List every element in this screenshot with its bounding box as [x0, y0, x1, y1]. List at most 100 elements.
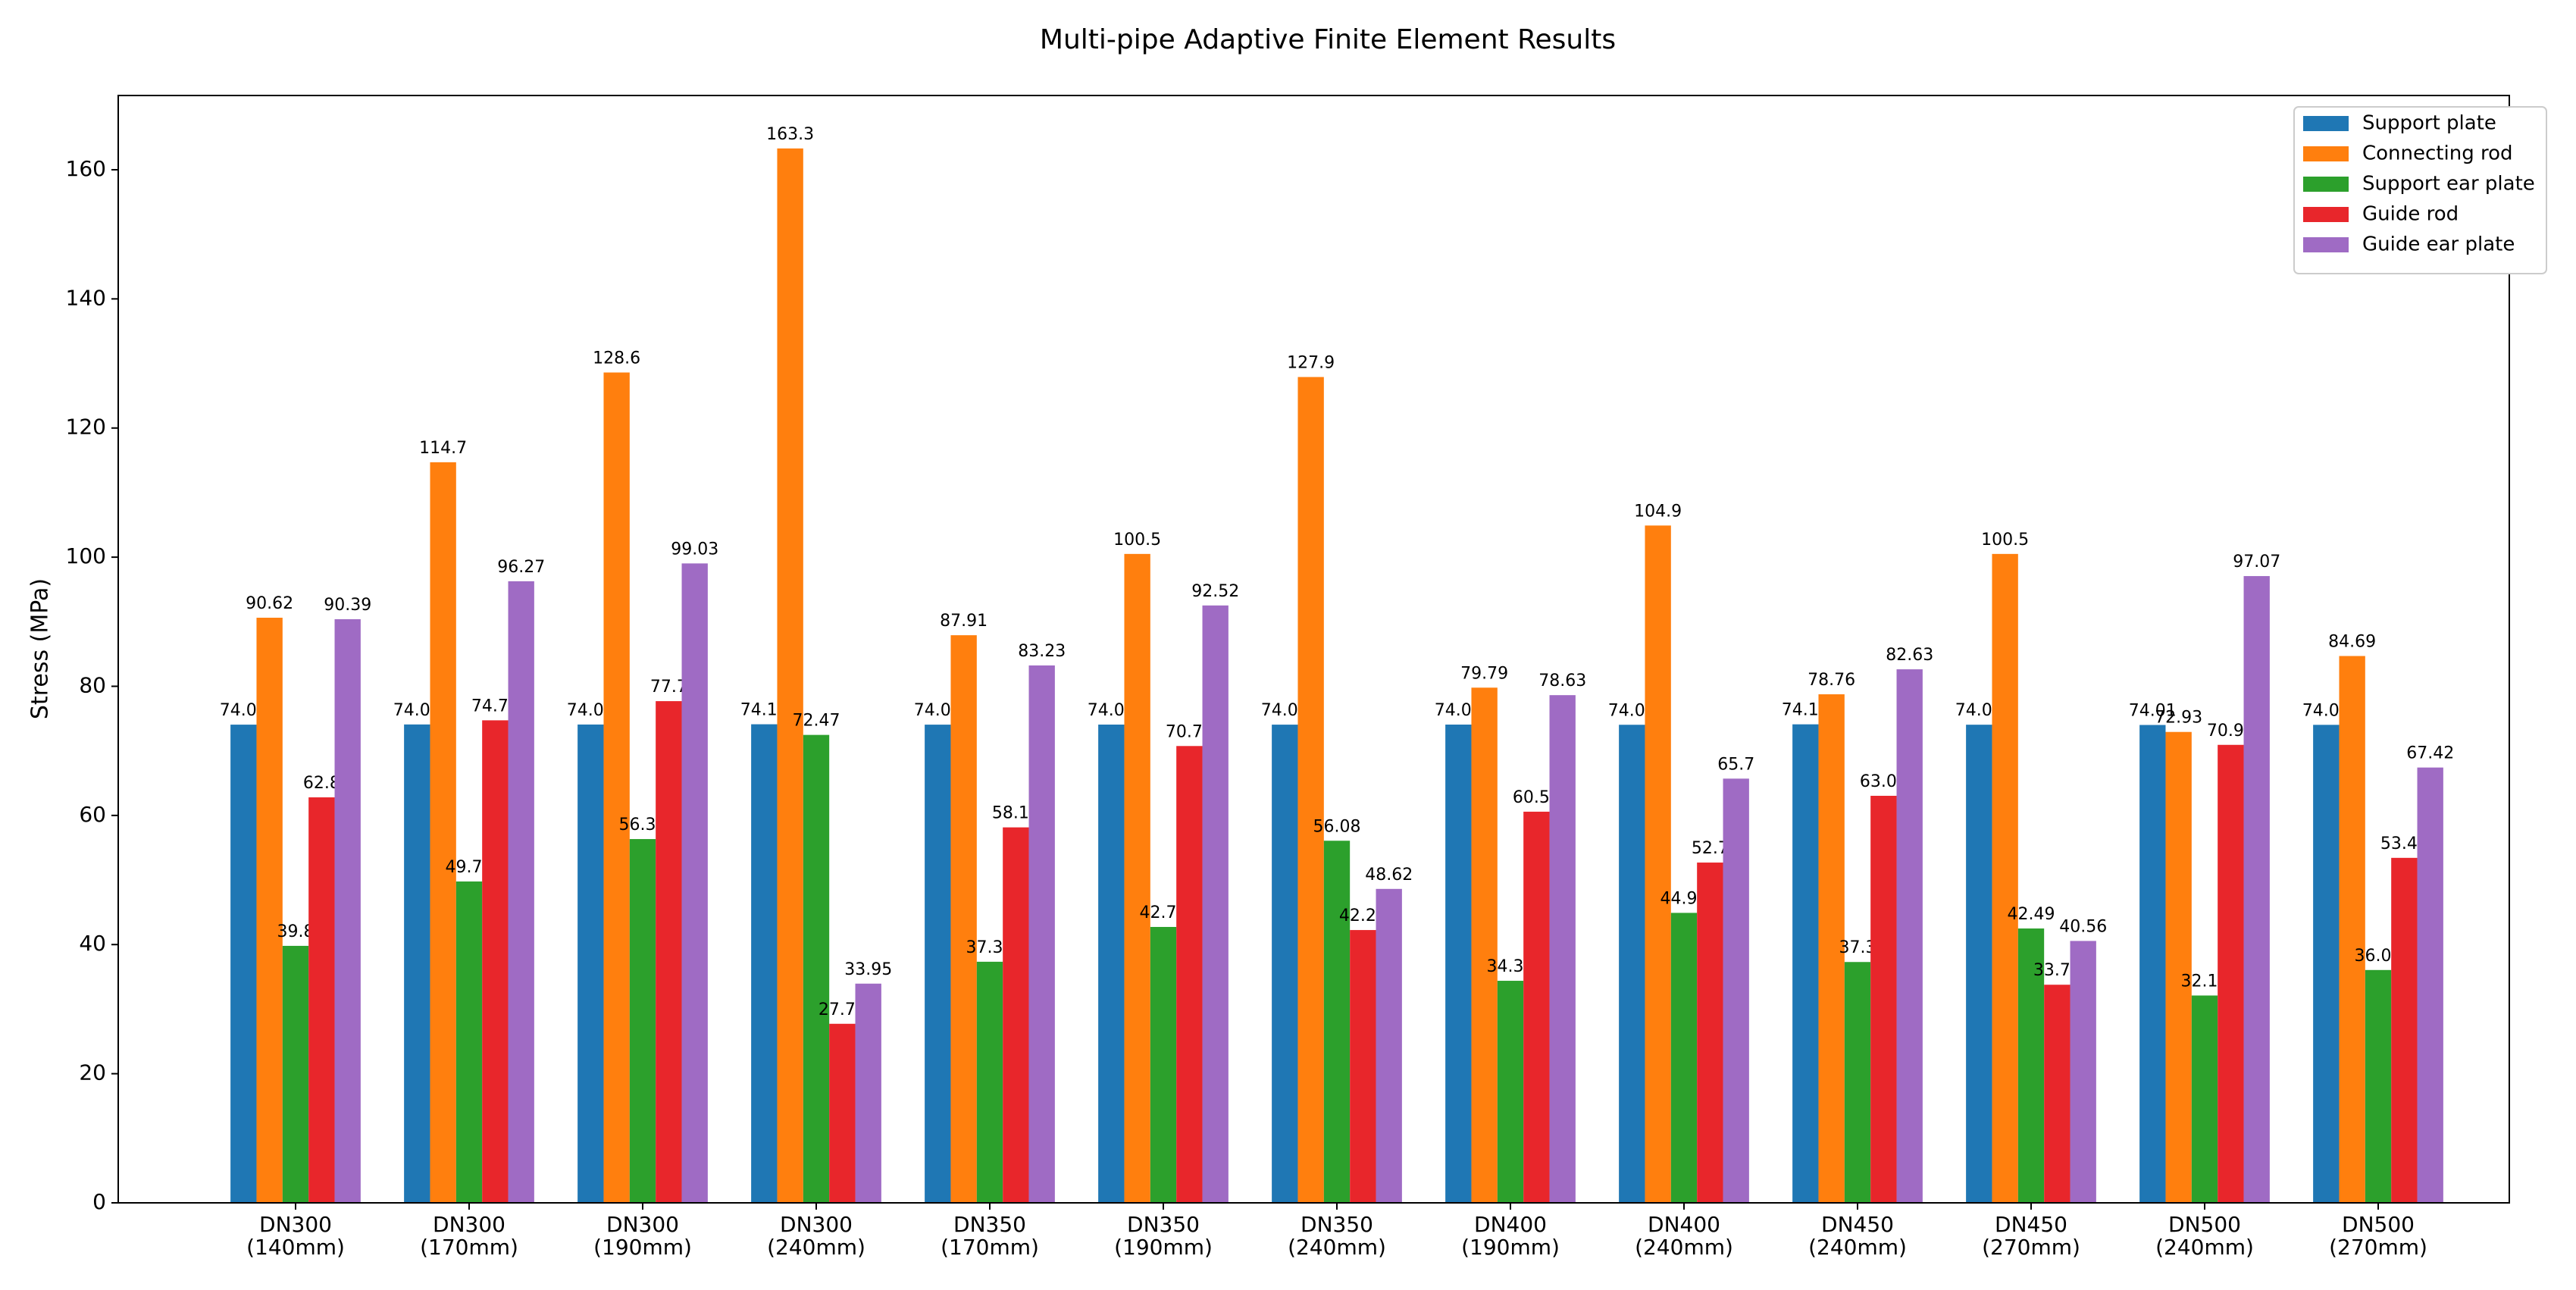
legend-swatch — [2303, 146, 2349, 161]
data-label: 84.69 — [2328, 633, 2376, 652]
data-label: 52.7 — [1692, 839, 1729, 858]
data-label: 78.76 — [1808, 671, 1855, 690]
chart-title: Multi-pipe Adaptive Finite Element Resul… — [1040, 24, 1616, 55]
data-label: 163.3 — [766, 125, 814, 144]
bar — [1619, 725, 1645, 1203]
bar — [308, 797, 335, 1203]
data-label: 67.42 — [2406, 744, 2454, 763]
data-label: 100.5 — [1981, 531, 2029, 550]
bar — [430, 462, 456, 1203]
bar — [1870, 795, 1897, 1203]
bar — [1124, 553, 1150, 1203]
bar — [1523, 811, 1550, 1203]
data-label: 42.49 — [2008, 905, 2055, 924]
bar — [925, 725, 951, 1203]
data-label: 65.7 — [1717, 755, 1754, 774]
bar — [577, 724, 604, 1203]
bar — [976, 961, 1003, 1203]
legend-swatch — [2303, 207, 2349, 222]
bar — [1150, 926, 1177, 1203]
legend-box — [2293, 106, 2547, 274]
bar — [1992, 553, 2018, 1203]
data-label: 114.7 — [419, 439, 467, 458]
data-label: 79.79 — [1460, 664, 1508, 683]
bar — [1966, 725, 1992, 1203]
x-tick-label: DN450 (240mm) — [1808, 1212, 1907, 1260]
data-label: 83.23 — [1018, 642, 1066, 661]
data-label: 62.8 — [303, 774, 340, 793]
bar — [2070, 941, 2096, 1203]
bar — [629, 839, 656, 1203]
bar — [829, 1023, 856, 1203]
y-tick-label: 140 — [66, 285, 106, 310]
bar — [1445, 725, 1472, 1203]
data-label: 92.52 — [1191, 582, 1239, 601]
data-label: 96.27 — [497, 558, 545, 577]
bar — [2365, 969, 2392, 1203]
bar — [1549, 695, 1576, 1203]
plot-frame — [117, 95, 2510, 1204]
bar — [455, 881, 483, 1203]
bar — [1003, 827, 1029, 1203]
data-label: 90.62 — [246, 594, 293, 613]
data-label: 40.56 — [2059, 917, 2107, 936]
data-label: 90.39 — [324, 596, 371, 615]
x-tick-label: DN450 (270mm) — [1982, 1212, 2080, 1260]
bar — [2417, 767, 2443, 1203]
bar — [1792, 724, 1819, 1203]
x-tick-label: DN300 (240mm) — [767, 1212, 865, 1260]
bar — [681, 563, 708, 1203]
y-tick-label: 20 — [79, 1060, 106, 1085]
data-label: 72.47 — [793, 712, 840, 731]
y-tick-label: 100 — [66, 543, 106, 568]
data-label: 128.6 — [593, 349, 640, 368]
x-tick-label: DN400 (240mm) — [1635, 1212, 1733, 1260]
bar — [751, 724, 778, 1203]
bar — [1376, 888, 1402, 1203]
y-tick-label: 40 — [79, 931, 106, 956]
bar — [2044, 985, 2071, 1203]
bar — [656, 701, 682, 1203]
bar — [1844, 962, 1871, 1203]
bar — [855, 983, 881, 1203]
bar — [950, 635, 977, 1203]
data-label: 56.08 — [1313, 817, 1361, 836]
bar — [1297, 377, 1324, 1203]
bar — [1497, 981, 1524, 1203]
data-label: 33.95 — [844, 960, 892, 979]
data-label: 82.63 — [1886, 646, 1933, 665]
bar — [1896, 669, 1923, 1203]
bar — [1723, 778, 1749, 1203]
y-tick-label: 60 — [79, 802, 106, 827]
bar — [2391, 857, 2418, 1203]
data-label: 48.62 — [1365, 866, 1413, 885]
data-label: 78.63 — [1538, 672, 1586, 690]
y-tick-label: 160 — [66, 156, 106, 181]
legend-label: Connecting rod — [2362, 142, 2513, 165]
data-label: 104.9 — [1634, 502, 1682, 521]
bar — [1818, 694, 1845, 1203]
bar — [230, 725, 257, 1203]
bar — [1272, 725, 1298, 1203]
x-tick-label: DN500 (240mm) — [2155, 1212, 2254, 1260]
bar — [1350, 930, 1376, 1203]
bar — [1028, 665, 1055, 1203]
data-label: 87.91 — [940, 612, 988, 631]
legend-swatch — [2303, 116, 2349, 131]
x-tick-label: DN300 (170mm) — [420, 1212, 518, 1260]
bar — [2191, 995, 2218, 1203]
bar — [482, 720, 509, 1203]
x-tick-label: DN300 (140mm) — [246, 1212, 345, 1260]
bar — [1176, 746, 1203, 1203]
legend-label: Guide ear plate — [2362, 233, 2515, 256]
x-tick-label: DN300 (190mm) — [593, 1212, 692, 1260]
bar — [334, 618, 361, 1203]
legend-swatch — [2303, 237, 2349, 252]
legend-label: Support plate — [2362, 112, 2496, 135]
data-label: 99.03 — [671, 540, 718, 559]
bar — [1697, 863, 1723, 1203]
data-label: 37.3 — [1839, 938, 1876, 957]
bar — [2243, 576, 2270, 1203]
x-tick-label: DN350 (170mm) — [941, 1212, 1039, 1260]
